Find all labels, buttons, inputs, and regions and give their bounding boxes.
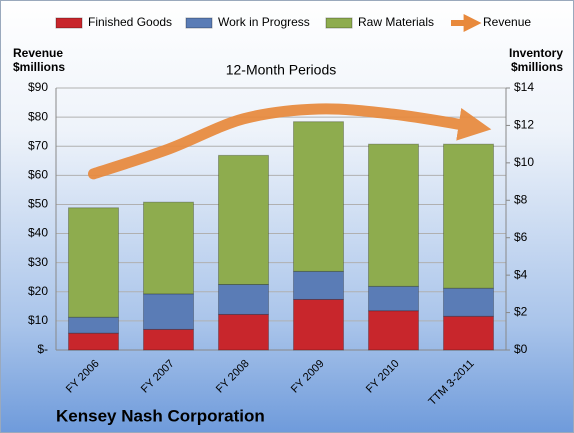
bar-segment [68, 332, 119, 351]
bar-segment [443, 143, 494, 289]
bar-segment [293, 121, 344, 272]
y2-tick-label: $10 [514, 155, 534, 169]
bar-segment [68, 316, 119, 334]
bar-segment [218, 284, 269, 315]
bar-segment [368, 310, 419, 351]
x-tick-label: FY 2009 [289, 358, 327, 396]
legend-label: Raw Materials [358, 15, 434, 29]
bar-segment [68, 207, 119, 318]
legend-label: Revenue [483, 15, 531, 29]
legend-swatch [325, 17, 353, 29]
y-tick-label: $90 [28, 80, 48, 94]
bar-segment [143, 201, 194, 295]
y2-tick-label: $2 [514, 305, 528, 319]
legend-label: Finished Goods [88, 15, 172, 29]
revenue-line [88, 103, 492, 180]
y-tick-label: $60 [28, 168, 48, 182]
bar-segment [368, 285, 419, 312]
bar-segment [293, 298, 344, 351]
x-tick-label: TTM 3-2011 [426, 358, 476, 408]
y-tick-label: $20 [28, 284, 48, 298]
y-tick-label: $- [37, 342, 48, 356]
bar-segment [443, 315, 494, 351]
y-tick-label: $80 [28, 109, 48, 123]
bar-segment [368, 143, 419, 287]
y-tick-label: $30 [28, 255, 48, 269]
bar-segment [143, 328, 194, 351]
y-axis-title: Revenue $millions [13, 46, 66, 74]
bar-segment [443, 287, 494, 317]
y2-tick-label: $8 [514, 192, 528, 206]
y2-tick-label: $6 [514, 230, 528, 244]
y2-tick-label: $4 [514, 267, 528, 281]
y-tick-label: $40 [28, 226, 48, 240]
legend-label: Work in Progress [218, 15, 310, 29]
company-name: Kensey Nash Corporation [56, 406, 265, 425]
bar-segment [293, 270, 344, 300]
x-tick-label: FY 2008 [214, 358, 252, 396]
legend-swatch [55, 17, 83, 29]
y2-tick-label: $0 [514, 342, 528, 356]
x-tick-label: FY 2010 [364, 358, 402, 396]
bar-segment [143, 293, 194, 330]
grid [56, 87, 506, 351]
y2-tick-label: $12 [514, 118, 534, 132]
bar-segment [218, 154, 269, 285]
y-tick-label: $10 [28, 313, 48, 327]
y2-axis-title: Inventory $millions [508, 46, 563, 74]
bar-segment [218, 313, 269, 351]
y2-tick-label: $14 [514, 80, 534, 94]
y-tick-label: $70 [28, 138, 48, 152]
legend-swatch [185, 17, 213, 29]
x-tick-label: FY 2007 [139, 358, 177, 396]
x-tick-label: FY 2006 [64, 358, 102, 396]
subtitle: 12-Month Periods [226, 62, 337, 78]
y-tick-label: $50 [28, 197, 48, 211]
